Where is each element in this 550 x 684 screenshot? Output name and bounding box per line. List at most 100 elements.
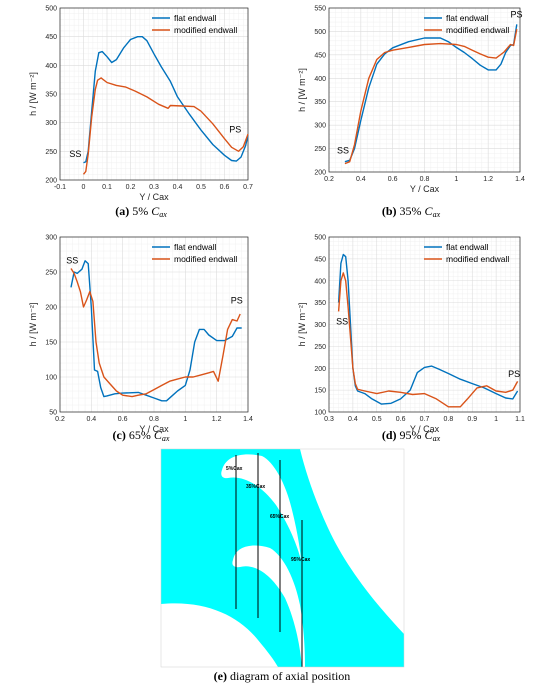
x-tick-label: 0.4 xyxy=(86,416,96,423)
annotation-ps: PS xyxy=(229,124,241,134)
lower-blade-region xyxy=(161,603,278,667)
x-tick-label: 0.5 xyxy=(372,416,382,423)
x-tick-label: 0.2 xyxy=(126,184,136,191)
caption-e: (e) diagram of axial position xyxy=(214,669,351,683)
label-5pct: 5%Cax xyxy=(226,466,243,472)
x-tick-label: 1.4 xyxy=(515,176,525,183)
x-tick-label: 0.5 xyxy=(196,184,206,191)
y-tick-label: 300 xyxy=(45,120,57,127)
x-tick-label: 1 xyxy=(454,176,458,183)
x-tick-label: 1.4 xyxy=(243,416,253,423)
x-tick-label: 0.7 xyxy=(420,416,430,423)
y-tick-label: 500 xyxy=(314,235,326,242)
axes-frame xyxy=(59,236,249,413)
y-tick-label: 300 xyxy=(314,123,326,130)
legend-label: modified endwall xyxy=(446,254,509,264)
axes-frame xyxy=(328,7,521,173)
annotation-ps: PS xyxy=(508,369,520,379)
x-axis-label: Y / Cax xyxy=(410,424,440,434)
x-tick-label: 1 xyxy=(183,416,187,423)
series-line-flat xyxy=(70,260,242,402)
annotation-ss: SS xyxy=(336,317,348,327)
y-tick-label: 250 xyxy=(314,146,326,153)
y-axis-label: h / [W m⁻²] xyxy=(297,68,307,112)
annotation-ss: SS xyxy=(69,149,81,159)
y-tick-label: 200 xyxy=(314,170,326,177)
y-tick-label: 350 xyxy=(314,99,326,106)
chart-95pct: 0.3 0.4 0.5 0.6 0.7 0.8 0.9 1 1.1 100 150 200 250 300… xyxy=(297,235,525,435)
x-tick-label: 0.6 xyxy=(388,176,398,183)
legend-label: flat endwall xyxy=(446,13,489,23)
y-tick-label: 200 xyxy=(314,366,326,373)
y-tick-label: 250 xyxy=(45,149,57,156)
legend-label: flat endwall xyxy=(174,242,217,252)
x-axis-label: Y / Cax xyxy=(139,192,169,202)
y-tick-label: 300 xyxy=(45,235,57,242)
y-tick-label: 400 xyxy=(314,76,326,83)
y-axis-label: h / [W m⁻²] xyxy=(28,72,38,116)
series-line-flat xyxy=(344,24,518,163)
x-tick-label: 0.3 xyxy=(149,184,159,191)
x-tick-label: 0.4 xyxy=(173,184,183,191)
y-tick-label: 450 xyxy=(314,52,326,59)
chart-35pct: 0.2 0.4 0.6 0.8 1 1.2 1.4 200 250 300 350 400 450 500… xyxy=(297,6,525,195)
y-tick-label: 150 xyxy=(314,388,326,395)
chart-65pct: 0.2 0.4 0.6 0.8 1 1.2 1.4 50 100 150 200 250 300 flat… xyxy=(28,235,253,435)
y-tick-label: 250 xyxy=(45,270,57,277)
y-axis-label: h / [W m⁻²] xyxy=(297,303,307,347)
series-line-flat xyxy=(337,253,519,405)
series-line-flat xyxy=(83,36,249,164)
y-tick-label: 200 xyxy=(45,178,57,185)
x-tick-label: 1.1 xyxy=(515,416,525,423)
x-axis-label: Y / Cax xyxy=(139,424,169,434)
x-tick-label: -0.1 xyxy=(54,184,66,191)
upper-blade-region xyxy=(300,449,404,634)
y-tick-label: 100 xyxy=(45,375,57,382)
x-tick-label: 1 xyxy=(494,416,498,423)
legend-label: modified endwall xyxy=(446,25,509,35)
blade-upper xyxy=(221,454,301,560)
legend-label: modified endwall xyxy=(174,254,237,264)
y-axis-label: h / [W m⁻²] xyxy=(28,303,38,347)
axes-frame xyxy=(59,7,249,181)
blade-lower xyxy=(232,545,305,667)
y-tick-label: 450 xyxy=(314,256,326,263)
x-tick-label: 0.1 xyxy=(102,184,112,191)
x-tick-label: 0.6 xyxy=(118,416,128,423)
x-tick-label: 1.2 xyxy=(483,176,493,183)
y-tick-label: 550 xyxy=(314,6,326,13)
label-95pct: 95%Cax xyxy=(291,557,310,563)
annotation-ss: SS xyxy=(337,145,349,155)
legend-label: flat endwall xyxy=(174,13,217,23)
y-tick-label: 400 xyxy=(314,278,326,285)
annotation-ps: PS xyxy=(231,296,243,306)
axes-frame xyxy=(328,236,521,413)
x-tick-label: 0.9 xyxy=(467,416,477,423)
x-tick-label: 0.4 xyxy=(348,416,358,423)
annotation-ps: PS xyxy=(510,9,522,19)
legend-label: modified endwall xyxy=(174,25,237,35)
x-tick-label: 0.6 xyxy=(396,416,406,423)
series-line-modified xyxy=(337,272,519,408)
series-line-modified xyxy=(70,268,241,398)
y-tick-label: 250 xyxy=(314,344,326,351)
y-tick-label: 500 xyxy=(314,29,326,36)
series-line-modified xyxy=(344,28,518,165)
series-line-modified xyxy=(82,77,249,175)
label-35pct: 35%Cax xyxy=(246,484,265,490)
caption-b: (b) 35% Cax xyxy=(382,204,441,219)
legend-label: flat endwall xyxy=(446,242,489,252)
x-tick-label: 0.6 xyxy=(220,184,230,191)
x-tick-label: 0.8 xyxy=(444,416,454,423)
x-tick-label: 1.2 xyxy=(212,416,222,423)
caption-c: (c) 65% Cax xyxy=(113,428,170,443)
y-tick-label: 350 xyxy=(45,92,57,99)
x-tick-label: 0.7 xyxy=(243,184,253,191)
chart-5pct: -0.1 0 0.1 0.2 0.3 0.4 0.5 0.6 0.7 200 250 300 350 40… xyxy=(28,6,253,203)
y-tick-label: 150 xyxy=(45,340,57,347)
caption-d: (d) 95% Cax xyxy=(382,428,441,443)
axial-position-diagram: 5%Cax 35%Cax 65%Cax 95%Cax xyxy=(160,448,405,668)
y-tick-label: 500 xyxy=(45,6,57,13)
y-tick-label: 100 xyxy=(314,410,326,417)
